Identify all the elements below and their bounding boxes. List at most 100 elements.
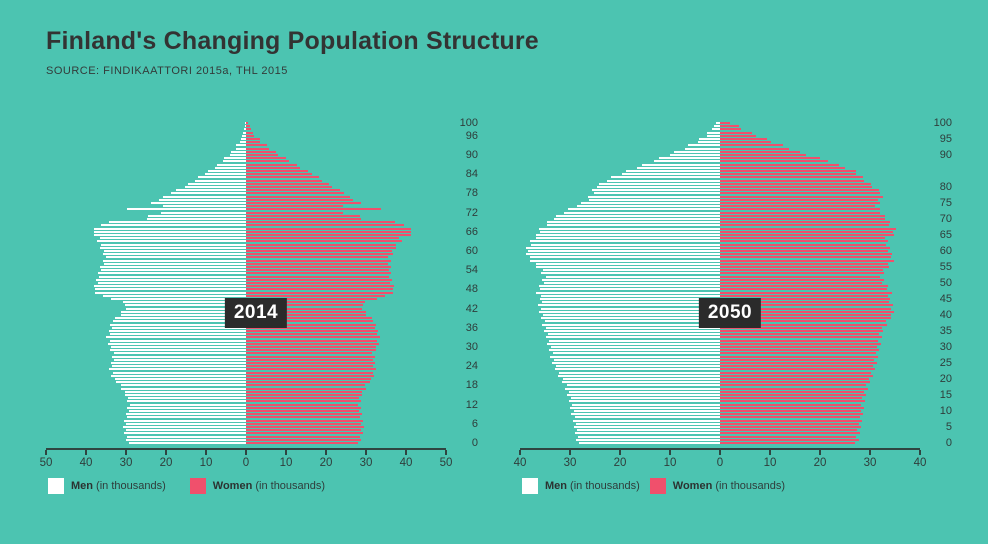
women-bar	[720, 218, 885, 220]
men-bar	[549, 339, 720, 342]
women-bar	[246, 128, 251, 131]
plot-area-2050	[520, 122, 920, 445]
women-bar	[720, 205, 875, 208]
women-bar	[246, 208, 382, 211]
women-bar	[246, 189, 341, 192]
men-bar	[110, 323, 246, 326]
men-bar	[669, 154, 720, 156]
women-bar	[720, 400, 865, 403]
women-bar	[720, 195, 883, 198]
y-axis-age-label: 100	[933, 117, 952, 129]
women-bar	[246, 195, 351, 198]
men-bar	[114, 317, 246, 320]
women-bar	[246, 310, 367, 313]
women-bar	[246, 237, 399, 240]
y-axis-age-label: 25	[939, 357, 952, 369]
men-bar	[592, 189, 720, 192]
women-bar	[720, 128, 741, 131]
women-bar	[720, 192, 880, 195]
women-bar	[720, 253, 893, 256]
men-bar	[96, 240, 246, 243]
women-bar	[720, 355, 878, 358]
men-bar	[526, 246, 720, 249]
men-bar	[129, 442, 246, 444]
x-axis-tick-label: 20	[159, 457, 173, 469]
x-axis-tick	[245, 450, 247, 455]
plot-area-2014	[46, 122, 446, 445]
women-bar	[246, 272, 392, 275]
men-bar	[556, 365, 720, 368]
men-bar	[543, 282, 720, 284]
men-bar	[559, 371, 720, 374]
men-bar	[541, 272, 720, 275]
y-axis-age-label: 60	[939, 245, 952, 257]
men-bar	[707, 131, 720, 134]
men-bar	[562, 378, 720, 380]
x-axis-tick	[405, 450, 407, 455]
women-bar	[720, 285, 888, 288]
men-bar	[125, 390, 246, 393]
women-bar	[720, 333, 880, 336]
men-bar	[527, 250, 720, 252]
y-axis-age-label: 55	[939, 261, 952, 273]
men-bar	[115, 381, 246, 384]
x-axis-tick	[819, 450, 821, 455]
women-bar	[720, 186, 872, 188]
men-bar	[541, 301, 720, 304]
men-bar	[171, 192, 246, 195]
men-bar	[556, 214, 720, 217]
women-bar	[246, 282, 390, 284]
men-bar	[125, 429, 246, 432]
women-bar	[246, 346, 376, 348]
y-axis-age-label: 30	[939, 341, 952, 353]
x-axis-tick-label: 20	[319, 457, 333, 469]
men-bar	[197, 176, 246, 179]
women-bar	[246, 390, 362, 393]
y-axis-age-label: 60	[465, 245, 478, 257]
women-bar	[720, 227, 896, 230]
age-axis-labels-2014: 100 96 90 84 78 72 66 60 54 48 42 36 30 24 18 12 6 0	[452, 117, 478, 449]
men-bar	[544, 320, 720, 323]
women-bar	[246, 154, 279, 156]
men-bar	[236, 144, 246, 147]
women-bar	[720, 307, 891, 310]
men-bar	[706, 134, 720, 137]
legend-item-men: Men (in thousands)	[522, 478, 640, 494]
age-axis-labels-2050: 100 95 90 80 75 70 65 60 55 50 45 40 35 30 25 20 15 10 5 0	[926, 117, 952, 449]
x-axis-tick-label: 10	[663, 457, 677, 469]
men-bar	[552, 352, 720, 355]
women-bar	[720, 131, 752, 134]
men-bar	[535, 234, 720, 236]
men-bar	[546, 326, 720, 329]
y-axis-age-label: 80	[939, 181, 952, 193]
women-bar	[720, 240, 888, 243]
y-axis-age-label: 65	[939, 229, 952, 241]
women-bar	[720, 406, 864, 409]
men-bar	[110, 349, 246, 352]
women-bar	[246, 218, 361, 220]
women-bar	[246, 250, 392, 252]
y-axis-age-label: 30	[465, 341, 478, 353]
women-bar	[246, 371, 373, 374]
women-bar	[720, 122, 730, 124]
men-bar	[161, 211, 246, 214]
legend-2014: Men (in thousands) Women (in thousands)	[48, 478, 325, 494]
women-bar	[720, 150, 801, 153]
x-axis-tick-label: 10	[279, 457, 293, 469]
women-bar	[246, 368, 377, 371]
x-axis-tick	[519, 450, 521, 455]
women-bar	[246, 342, 380, 345]
x-axis-tick-label: 30	[863, 457, 877, 469]
men-bar	[195, 179, 246, 182]
women-bar	[720, 166, 845, 169]
legend-item-women: Women (in thousands)	[189, 478, 325, 494]
men-bar	[128, 410, 246, 412]
men-bar	[243, 131, 246, 134]
women-bar	[246, 349, 377, 352]
men-bar	[215, 166, 246, 169]
women-bar	[246, 336, 381, 339]
x-axis-tick-label: 20	[613, 457, 627, 469]
men-bar	[611, 176, 720, 179]
women-bar	[246, 240, 403, 243]
men-bar	[242, 134, 246, 137]
